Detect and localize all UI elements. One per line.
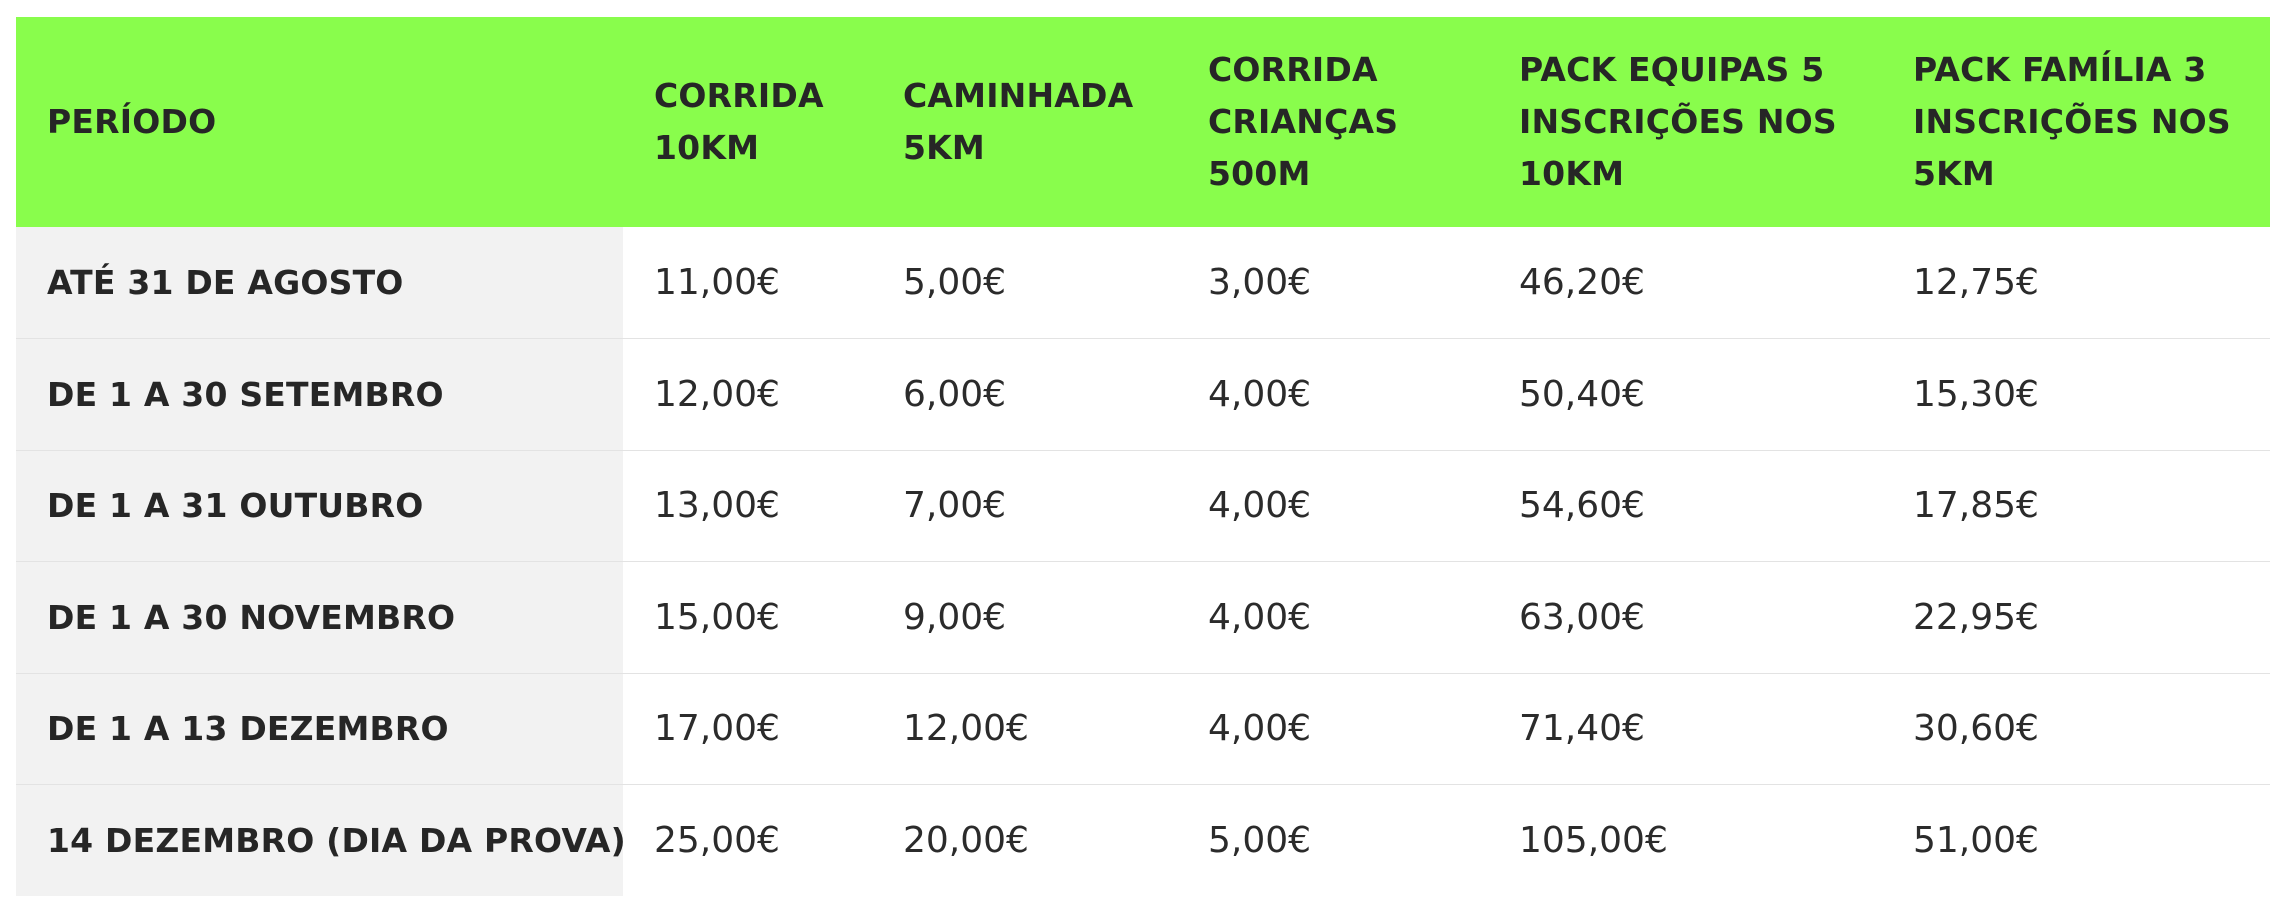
- price-cell: 4,00€: [1208, 485, 1312, 527]
- price-cell: 7,00€: [903, 485, 1007, 527]
- table-row: 14 DEZEMBRO (DIA DA PROVA) 25,00€ 20,00€…: [16, 784, 2270, 896]
- period-cell: DE 1 A 30 SETEMBRO: [16, 338, 623, 450]
- table-row: DE 1 A 30 NOVEMBRO 15,00€ 9,00€ 4,00€ 63…: [16, 561, 2270, 673]
- price-cell: 30,60€: [1913, 708, 2039, 750]
- price-cell: 51,00€: [1913, 820, 2039, 861]
- price-cell: 3,00€: [1208, 262, 1312, 303]
- price-cell: 15,00€: [654, 596, 780, 638]
- table-header: PERÍODO CORRIDA 10KM CAMINHADA 5KM CORRI…: [16, 17, 2270, 227]
- price-cell: 63,00€: [1519, 596, 1645, 638]
- table-body: ATÉ 31 DE AGOSTO 11,00€ 5,00€ 3,00€ 46,2…: [16, 227, 2270, 896]
- period-cell: 14 DEZEMBRO (DIA DA PROVA): [16, 784, 626, 896]
- table-row: DE 1 A 13 DEZEMBRO 17,00€ 12,00€ 4,00€ 7…: [16, 673, 2270, 785]
- table-row: ATÉ 31 DE AGOSTO 11,00€ 5,00€ 3,00€ 46,2…: [16, 227, 2270, 339]
- price-cell: 22,95€: [1913, 596, 2039, 638]
- price-cell: 4,00€: [1208, 596, 1312, 638]
- header-corrida-criancas: CORRIDA CRIANÇAS 500M: [1208, 50, 1399, 193]
- period-cell: DE 1 A 13 DEZEMBRO: [16, 673, 623, 785]
- header-period: PERÍODO: [47, 102, 217, 141]
- price-cell: 50,40€: [1519, 373, 1645, 415]
- header-row: PERÍODO CORRIDA 10KM CAMINHADA 5KM CORRI…: [16, 17, 2270, 227]
- price-cell: 17,00€: [654, 708, 780, 750]
- price-table: PERÍODO CORRIDA 10KM CAMINHADA 5KM CORRI…: [16, 17, 2270, 896]
- price-cell: 17,85€: [1913, 485, 2039, 527]
- price-cell: 71,40€: [1519, 708, 1645, 750]
- price-cell: 11,00€: [654, 262, 780, 303]
- price-cell: 5,00€: [903, 262, 1007, 303]
- price-cell: 105,00€: [1519, 820, 1668, 861]
- header-caminhada-5km: CAMINHADA 5KM: [903, 76, 1134, 167]
- period-cell: ATÉ 31 DE AGOSTO: [16, 227, 623, 339]
- header-pack-equipas: PACK EQUIPAS 5 INSCRIÇÕES NOS 10KM: [1519, 50, 1837, 193]
- price-cell: 20,00€: [903, 820, 1029, 861]
- header-corrida-10km: CORRIDA 10KM: [654, 76, 824, 167]
- period-cell: DE 1 A 31 OUTUBRO: [16, 450, 623, 562]
- price-cell: 5,00€: [1208, 820, 1312, 861]
- price-cell: 12,00€: [903, 708, 1029, 750]
- price-cell: 4,00€: [1208, 708, 1312, 750]
- price-cell: 9,00€: [903, 596, 1007, 638]
- price-cell: 46,20€: [1519, 262, 1645, 303]
- period-cell: DE 1 A 30 NOVEMBRO: [16, 561, 623, 673]
- price-cell: 12,75€: [1913, 262, 2039, 303]
- table-row: DE 1 A 31 OUTUBRO 13,00€ 7,00€ 4,00€ 54,…: [16, 450, 2270, 562]
- price-cell: 15,30€: [1913, 373, 2039, 415]
- price-cell: 13,00€: [654, 485, 780, 527]
- price-cell: 25,00€: [654, 820, 780, 861]
- price-cell: 4,00€: [1208, 373, 1312, 415]
- table-row: DE 1 A 30 SETEMBRO 12,00€ 6,00€ 4,00€ 50…: [16, 338, 2270, 450]
- price-cell: 12,00€: [654, 373, 780, 415]
- price-cell: 6,00€: [903, 373, 1007, 415]
- header-pack-familia: PACK FAMÍLIA 3 INSCRIÇÕES NOS 5KM: [1913, 50, 2231, 193]
- price-cell: 54,60€: [1519, 485, 1645, 527]
